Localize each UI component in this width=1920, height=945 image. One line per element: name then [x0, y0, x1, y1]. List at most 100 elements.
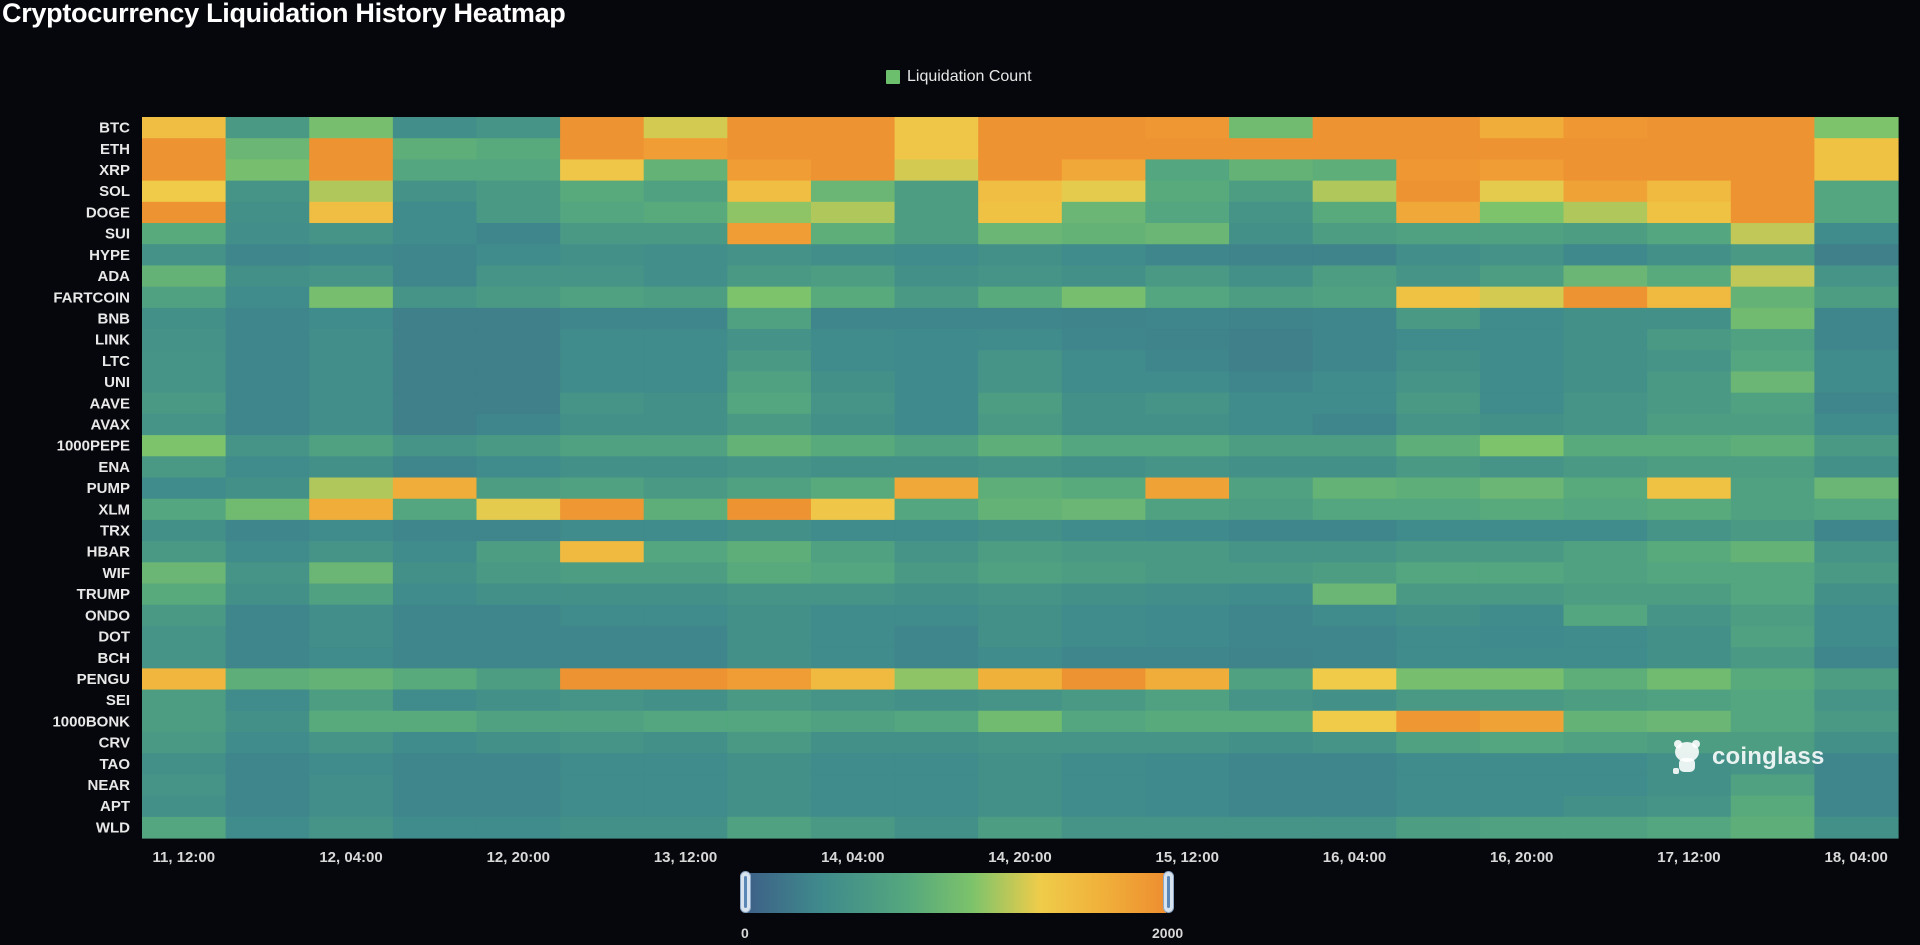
- heatmap-cell[interactable]: [1145, 795, 1230, 818]
- heatmap-cell[interactable]: [1061, 710, 1147, 733]
- heatmap-cell[interactable]: [476, 456, 561, 479]
- heatmap-cell[interactable]: [1396, 456, 1481, 479]
- heatmap-cell[interactable]: [978, 689, 1063, 712]
- heatmap-cell[interactable]: [560, 774, 645, 797]
- heatmap-cell[interactable]: [894, 180, 979, 203]
- heatmap-cell[interactable]: [560, 329, 645, 351]
- heatmap-cell[interactable]: [560, 541, 645, 563]
- heatmap-cell[interactable]: [810, 710, 896, 733]
- heatmap-cell[interactable]: [560, 180, 645, 203]
- heatmap-cell[interactable]: [978, 329, 1063, 351]
- heatmap-cell[interactable]: [643, 583, 728, 606]
- heatmap-cell[interactable]: [810, 647, 896, 669]
- heatmap-cell[interactable]: [1479, 265, 1565, 288]
- heatmap-cell[interactable]: [894, 159, 979, 182]
- heatmap-cell[interactable]: [810, 201, 896, 224]
- heatmap-cell[interactable]: [476, 498, 561, 521]
- heatmap-cell[interactable]: [978, 604, 1063, 627]
- heatmap-cell[interactable]: [309, 477, 394, 500]
- heatmap-cell[interactable]: [1145, 583, 1230, 606]
- heatmap-cell[interactable]: [1814, 774, 1899, 797]
- heatmap-cell[interactable]: [1229, 477, 1314, 500]
- heatmap-cell[interactable]: [392, 647, 478, 669]
- heatmap-cell[interactable]: [1479, 731, 1565, 754]
- visual-map[interactable]: [740, 871, 1174, 913]
- heatmap-cell[interactable]: [560, 413, 645, 436]
- heatmap-cell[interactable]: [225, 456, 310, 479]
- heatmap-cell[interactable]: [142, 583, 227, 606]
- heatmap-cell[interactable]: [1312, 689, 1397, 712]
- heatmap-cell[interactable]: [309, 604, 394, 627]
- heatmap-cell[interactable]: [1229, 604, 1314, 627]
- heatmap-cell[interactable]: [1479, 329, 1565, 351]
- heatmap-cell[interactable]: [1145, 668, 1230, 691]
- heatmap-cell[interactable]: [1061, 477, 1147, 500]
- heatmap-cell[interactable]: [894, 329, 979, 351]
- heatmap-cell[interactable]: [560, 689, 645, 712]
- heatmap-cell[interactable]: [727, 625, 812, 648]
- heatmap-cell[interactable]: [309, 647, 394, 669]
- heatmap-cell[interactable]: [225, 307, 310, 330]
- heatmap-cell[interactable]: [560, 456, 645, 479]
- heatmap-cell[interactable]: [225, 350, 310, 373]
- heatmap-cell[interactable]: [643, 498, 728, 521]
- heatmap-cell[interactable]: [810, 477, 896, 500]
- heatmap-cell[interactable]: [1563, 774, 1648, 797]
- heatmap-cell[interactable]: [1312, 117, 1397, 139]
- heatmap-cell[interactable]: [727, 435, 812, 457]
- heatmap-cell[interactable]: [1145, 329, 1230, 351]
- heatmap-cell[interactable]: [1396, 244, 1481, 267]
- heatmap-cell[interactable]: [1814, 816, 1899, 839]
- heatmap-cell[interactable]: [1647, 816, 1732, 839]
- heatmap-cell[interactable]: [1647, 307, 1732, 330]
- heatmap-cell[interactable]: [309, 435, 394, 457]
- heatmap-cell[interactable]: [142, 223, 227, 245]
- heatmap-cell[interactable]: [1647, 604, 1732, 627]
- heatmap-cell[interactable]: [643, 223, 728, 245]
- heatmap-cell[interactable]: [1563, 413, 1648, 436]
- heatmap-cell[interactable]: [1563, 710, 1648, 733]
- heatmap-cell[interactable]: [1396, 562, 1481, 585]
- heatmap-cell[interactable]: [476, 413, 561, 436]
- heatmap-cell[interactable]: [1229, 307, 1314, 330]
- heatmap-cell[interactable]: [1563, 456, 1648, 479]
- heatmap-cell[interactable]: [1814, 159, 1899, 182]
- heatmap-cell[interactable]: [392, 477, 478, 500]
- heatmap-cell[interactable]: [1479, 223, 1565, 245]
- heatmap-cell[interactable]: [560, 265, 645, 288]
- heatmap-cell[interactable]: [978, 668, 1063, 691]
- heatmap-cell[interactable]: [810, 625, 896, 648]
- heatmap-cell[interactable]: [225, 244, 310, 267]
- heatmap-cell[interactable]: [1730, 244, 1815, 267]
- heatmap-cell[interactable]: [309, 731, 394, 754]
- heatmap-cell[interactable]: [978, 647, 1063, 669]
- heatmap-cell[interactable]: [1229, 583, 1314, 606]
- heatmap-cell[interactable]: [1061, 731, 1147, 754]
- heatmap-cell[interactable]: [1229, 795, 1314, 818]
- heatmap-cell[interactable]: [225, 519, 310, 542]
- heatmap-cell[interactable]: [476, 562, 561, 585]
- heatmap-cell[interactable]: [1061, 647, 1147, 669]
- heatmap-cell[interactable]: [225, 413, 310, 436]
- heatmap-cell[interactable]: [1061, 562, 1147, 585]
- heatmap-cell[interactable]: [1814, 583, 1899, 606]
- heatmap-cell[interactable]: [1061, 816, 1147, 839]
- heatmap-cell[interactable]: [1396, 477, 1481, 500]
- heatmap-cell[interactable]: [727, 329, 812, 351]
- heatmap-cell[interactable]: [392, 223, 478, 245]
- heatmap-cell[interactable]: [643, 435, 728, 457]
- heatmap-cell[interactable]: [894, 562, 979, 585]
- heatmap-cell[interactable]: [309, 753, 394, 775]
- heatmap-cell[interactable]: [1563, 371, 1648, 394]
- heatmap-cell[interactable]: [1814, 541, 1899, 563]
- heatmap-cell[interactable]: [1312, 180, 1397, 203]
- heatmap-cell[interactable]: [810, 180, 896, 203]
- heatmap-cell[interactable]: [142, 201, 227, 224]
- heatmap-cell[interactable]: [1312, 583, 1397, 606]
- heatmap-cell[interactable]: [1145, 138, 1230, 161]
- heatmap-cell[interactable]: [1312, 138, 1397, 161]
- heatmap-cell[interactable]: [1563, 519, 1648, 542]
- heatmap-cell[interactable]: [560, 117, 645, 139]
- heatmap-cell[interactable]: [643, 668, 728, 691]
- heatmap-cell[interactable]: [1563, 265, 1648, 288]
